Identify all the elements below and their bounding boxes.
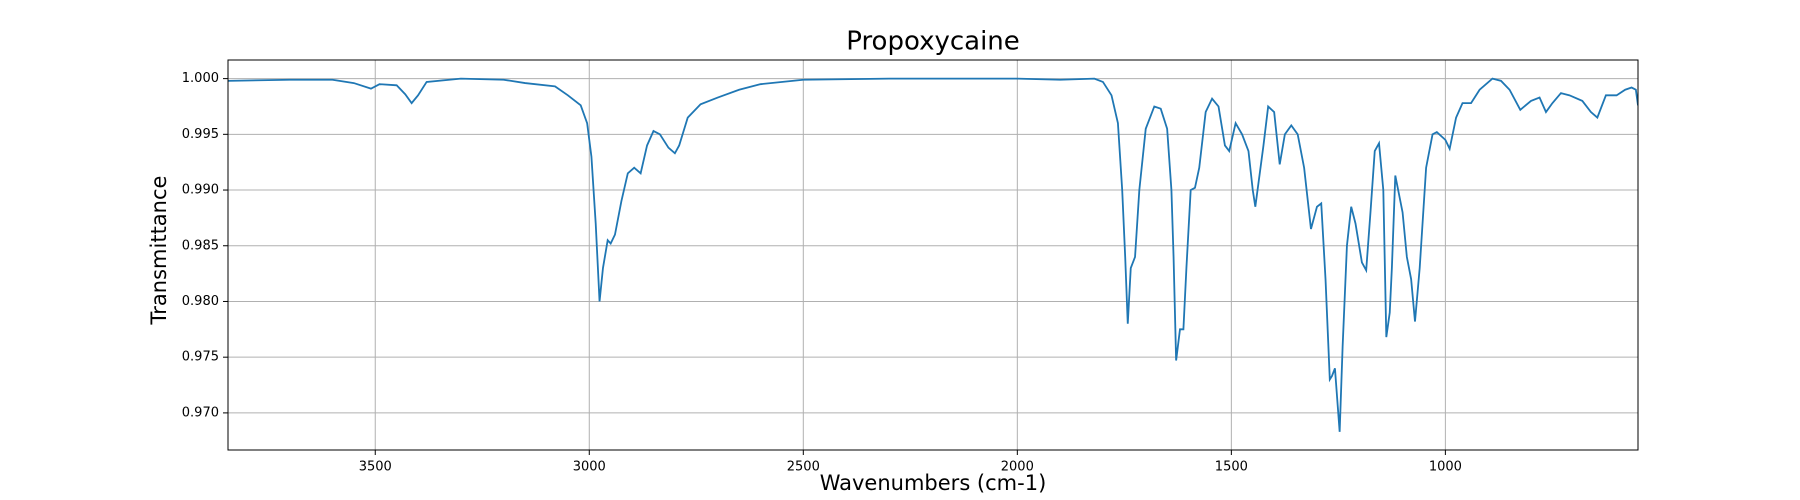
y-tick-label: 0.995: [182, 127, 219, 142]
x-tick-label: 3000: [573, 460, 606, 475]
y-tick-label: 0.970: [182, 405, 219, 420]
y-tick-label: 1.000: [182, 71, 219, 86]
y-tick-label: 0.985: [182, 238, 219, 253]
y-tick-label: 0.980: [182, 294, 219, 309]
x-tick-label: 1000: [1429, 460, 1462, 475]
plot-frame: [227, 59, 1639, 451]
x-tick-label: 1500: [1215, 460, 1248, 475]
y-tick-label: 0.990: [182, 183, 219, 198]
y-tick-label: 0.975: [182, 350, 219, 365]
x-tick-label: 2500: [787, 460, 820, 475]
x-tick-label: 2000: [1001, 460, 1034, 475]
y-axis-label: Transmittance: [147, 176, 171, 326]
chart-title: Propoxycaine: [846, 27, 1020, 57]
x-axis-label: Wavenumbers (cm-1): [820, 471, 1047, 495]
x-tick-label: 3500: [359, 460, 392, 475]
spectrum-line: [228, 77, 1638, 432]
